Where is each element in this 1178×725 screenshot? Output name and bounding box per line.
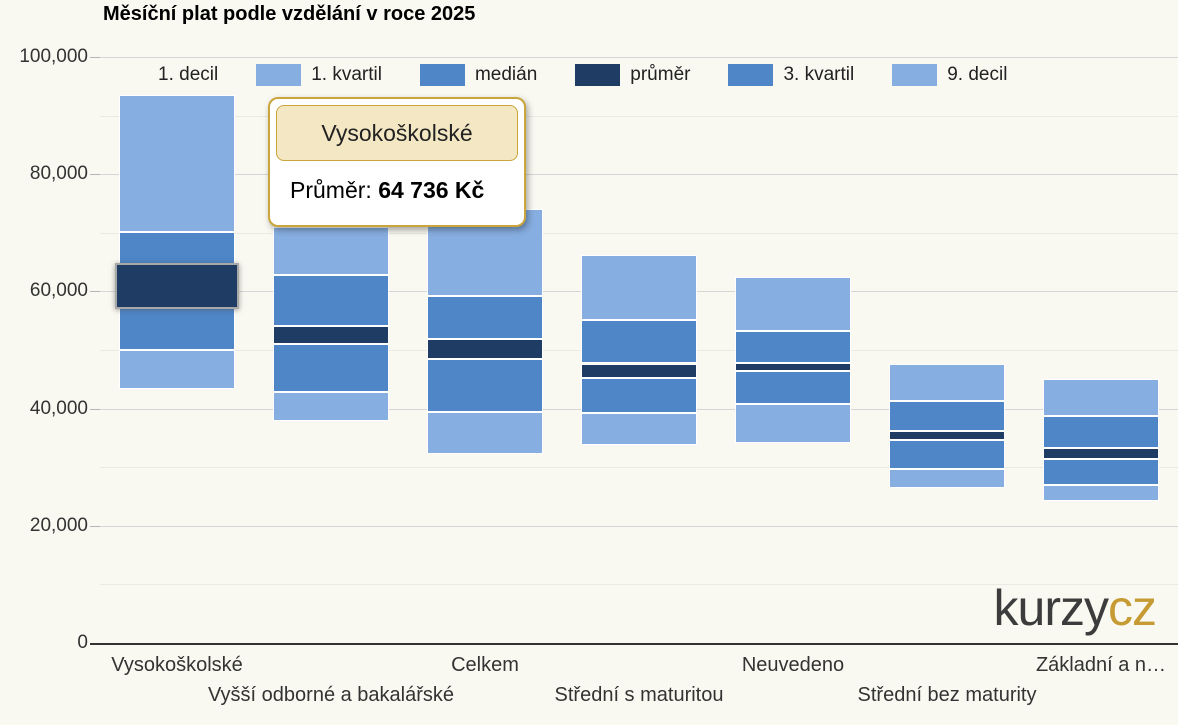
kurzy-cz-logo: kurzycz	[993, 580, 1157, 636]
bar-segment-medi-n[interactable]	[889, 440, 1005, 469]
x-axis-line	[90, 643, 1178, 645]
major-gridline	[100, 174, 1178, 176]
y-axis-label: 100,000	[19, 46, 88, 67]
legend-item-label: 9. decil	[947, 64, 1008, 85]
legend-item-label: 1. decil	[158, 64, 219, 85]
bar-segment-9-decil[interactable]	[889, 363, 1005, 401]
x-axis-label: Základní a n…	[1035, 654, 1167, 676]
bar-segment-pr-m-r[interactable]	[735, 362, 851, 372]
legend-item-label: 1. kvartil	[311, 64, 382, 85]
bar-segment-9-decil[interactable]	[273, 226, 389, 275]
x-axis-label: Vysokoškolské	[111, 654, 243, 676]
legend-swatch-icon	[419, 64, 465, 86]
legend-item-6[interactable]: 9. decil	[892, 64, 1007, 86]
bar-segment-medi-n[interactable]	[119, 308, 235, 350]
bar-segment-pr-m-r[interactable]	[273, 326, 389, 345]
legend-item-label: 3. kvartil	[783, 64, 855, 85]
bar-segment-1-kvartil[interactable]	[273, 391, 389, 422]
legend-item-5[interactable]: 3. kvartil	[728, 64, 854, 86]
minor-gridline	[100, 232, 1178, 234]
bar-segment-9-decil[interactable]	[581, 255, 697, 321]
legend-item-1[interactable]: 1. decil	[103, 64, 218, 86]
bar-segment-3-kvartil[interactable]	[427, 296, 543, 339]
major-gridline	[100, 525, 1178, 527]
x-axis-label: Neuvedeno	[741, 654, 845, 676]
tooltip: Vysokoškolské Průměr: 64 736 Kč	[268, 97, 526, 227]
bar-segment-1-kvartil[interactable]	[735, 403, 851, 444]
bar-segment-3-kvartil[interactable]	[1043, 415, 1159, 449]
bar-segment-pr-m-r[interactable]	[581, 363, 697, 378]
bar-segment-1-kvartil[interactable]	[581, 413, 697, 445]
minor-gridline	[100, 115, 1178, 117]
legend-swatch-icon	[892, 64, 938, 86]
bar-segment-1-kvartil[interactable]	[889, 469, 1005, 489]
x-axis-label: Střední bez maturity	[857, 684, 1037, 706]
bar-segment-pr-m-r[interactable]	[889, 430, 1005, 441]
x-axis-label: Střední s maturitou	[554, 684, 724, 706]
bar-segment-1-kvartil[interactable]	[427, 411, 543, 454]
bar-segment-3-kvartil[interactable]	[273, 275, 389, 326]
minor-gridline	[100, 467, 1178, 469]
bar-segment-medi-n[interactable]	[735, 371, 851, 404]
logo-text-kurzy: kurzy	[993, 580, 1109, 636]
bar-segment-9-decil[interactable]	[1043, 379, 1159, 416]
tooltip-value: 64 736 Kč	[378, 177, 485, 203]
bar-segment-pr-m-r[interactable]	[427, 338, 543, 360]
tooltip-category-title: Vysokoškolské	[276, 105, 518, 161]
bar-segment-medi-n[interactable]	[1043, 459, 1159, 486]
y-axis-label: 0	[77, 632, 88, 653]
y-axis-label: 20,000	[29, 514, 88, 536]
legend-item-label: průměr	[630, 64, 691, 85]
tooltip-series-label: Průměr:	[290, 177, 379, 203]
legend-swatch-icon	[728, 64, 774, 86]
bar-segment-pr-m-r[interactable]	[1043, 448, 1159, 459]
bar-segment-1-kvartil[interactable]	[119, 350, 235, 390]
bar-segment-9-decil[interactable]	[119, 95, 235, 233]
bar-segment-3-kvartil[interactable]	[119, 232, 235, 264]
x-axis-label: Celkem	[451, 654, 519, 676]
bar-segment-1-kvartil[interactable]	[1043, 485, 1159, 501]
legend: 1. decil 1. kvartil medián průměr 3. kvartil…	[103, 64, 1045, 86]
bar-segment-3-kvartil[interactable]	[581, 320, 697, 364]
bar-segment-pr-m-r[interactable]	[115, 262, 239, 310]
legend-item-2[interactable]: 1. kvartil	[256, 64, 382, 86]
bar-segment-medi-n[interactable]	[581, 377, 697, 414]
bar-segment-medi-n[interactable]	[427, 359, 543, 412]
y-axis-tick	[90, 57, 100, 58]
chart-title: Měsíční plat podle vzdělání v roce 2025	[103, 3, 476, 25]
y-axis-label: 60,000	[29, 280, 88, 302]
major-gridline	[100, 57, 1178, 58]
bar-segment-3-kvartil[interactable]	[889, 401, 1005, 431]
y-axis-tick	[90, 174, 100, 176]
legend-swatch-icon	[575, 64, 621, 86]
y-axis-label: 80,000	[29, 163, 88, 185]
y-axis-tick	[90, 525, 100, 527]
y-axis-tick	[90, 291, 100, 293]
minor-gridline	[100, 584, 1178, 586]
legend-item-4[interactable]: průměr	[575, 64, 690, 86]
bar-segment-medi-n[interactable]	[273, 344, 389, 392]
logo-text-cz: cz	[1108, 580, 1157, 636]
bar-segment-9-decil[interactable]	[735, 277, 851, 331]
y-axis-label: 40,000	[29, 397, 88, 419]
y-axis-tick	[90, 408, 100, 410]
x-axis-label: Vyšší odborné a bakalářské	[207, 684, 455, 706]
bar-segment-3-kvartil[interactable]	[735, 330, 851, 363]
tooltip-value-row: Průměr: 64 736 Kč	[270, 167, 524, 204]
legend-item-3[interactable]: medián	[419, 64, 538, 86]
legend-item-label: medián	[474, 64, 538, 85]
legend-swatch-icon	[103, 64, 148, 86]
legend-swatch-icon	[256, 64, 302, 86]
